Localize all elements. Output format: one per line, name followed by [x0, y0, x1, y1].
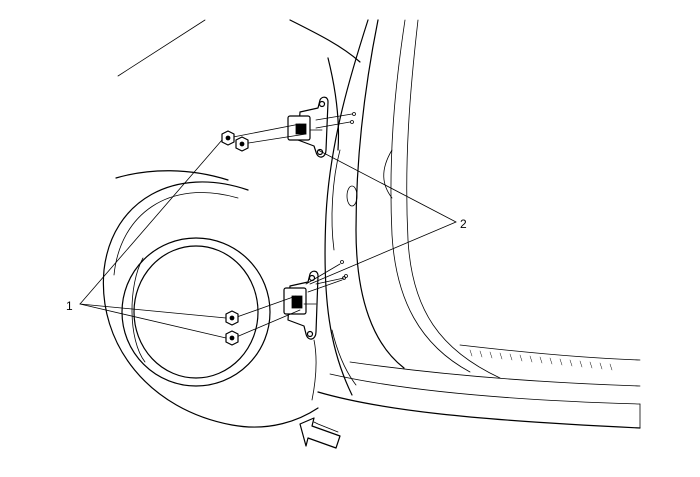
bolt-upper-right	[235, 136, 249, 152]
callout-2-label: 2	[460, 217, 467, 231]
bolt-lower-top	[225, 310, 239, 326]
rocker-panel	[311, 339, 641, 429]
tire	[102, 181, 319, 428]
upper-bolts	[221, 130, 249, 152]
lower-bolts	[225, 310, 239, 346]
forward-arrow-icon	[299, 417, 341, 449]
callout-1-label: 1	[66, 299, 73, 313]
fastener-alignment-lines	[227, 113, 353, 339]
fender-outline	[115, 19, 361, 181]
body-pillar	[324, 19, 501, 396]
lower-hinge	[283, 270, 319, 340]
bolt-upper-left	[221, 130, 235, 146]
bolt-lower-bottom	[225, 330, 239, 346]
pillar-studs	[340, 112, 356, 280]
callout-1-leaders	[79, 139, 227, 339]
callout-2-leaders	[309, 149, 457, 285]
